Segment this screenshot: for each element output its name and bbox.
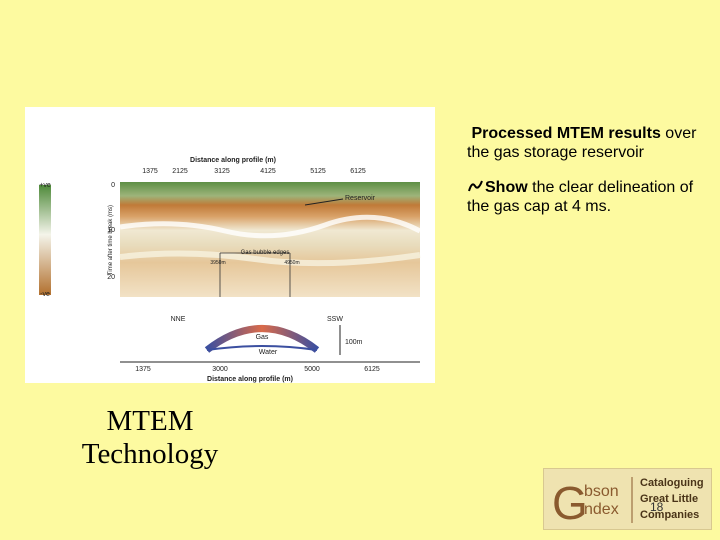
x-label: Distance along profile (m) — [207, 376, 293, 383]
polarity-label: +ve — [39, 182, 51, 189]
top-tick-label: 5125 — [310, 168, 326, 175]
reservoir-label: Reservoir — [345, 195, 376, 202]
edge-label: 4950m — [284, 260, 299, 266]
page-number: 18 — [650, 500, 664, 514]
reservoir-pointer — [304, 198, 344, 206]
figure-title: Distance along profile (m) — [190, 157, 276, 164]
top-tick-label: 6125 — [350, 168, 366, 175]
figure: Distance along profile (m) +ve -ve Time … — [25, 107, 435, 383]
time-tick-label: 20 — [107, 274, 115, 281]
water-contact — [206, 345, 318, 351]
top-tick-label: 2125 — [172, 168, 188, 175]
scale-label: 100m — [345, 339, 363, 346]
logo-word: ndex — [584, 501, 619, 518]
logo-tagline: Cataloguing — [640, 477, 704, 489]
bullet-bold: Show — [485, 179, 528, 196]
top-tick-label: 1375 — [142, 168, 158, 175]
section-band — [119, 250, 421, 267]
bullet-marker — [468, 180, 483, 192]
logo-initial: G — [552, 477, 588, 529]
seismic-section — [120, 182, 420, 297]
gas-cap-arc — [204, 325, 320, 353]
logo-tagline: Companies — [640, 509, 699, 521]
y-label: Time after time break (ms) — [108, 205, 114, 275]
bottom-tick-label: 1375 — [135, 366, 151, 373]
bottom-tick-label: 3000 — [212, 366, 228, 373]
logo-word: bson — [584, 483, 619, 500]
logo-art: G bson ndex Cataloguing Great Little Com… — [552, 477, 704, 529]
direction-label: NNE — [171, 316, 186, 323]
water-label: Water — [259, 349, 278, 356]
section-band — [119, 214, 422, 239]
bullet-text: the clear delineation of the gas cap at … — [467, 179, 694, 215]
gas-edges-label: Gas bubble edges — [241, 250, 290, 256]
bullet-list: Processed MTEM results over the gas stor… — [467, 124, 702, 232]
polarity-label: -ve — [40, 291, 50, 298]
bottom-tick-label: 6125 — [364, 366, 380, 373]
polarity-bar — [39, 185, 51, 295]
gas-label: Gas — [256, 334, 269, 341]
bullet: Processed MTEM results over the gas stor… — [467, 124, 702, 162]
logo: G bson ndex Cataloguing Great Little Com… — [543, 468, 712, 530]
bullet-text: over the gas storage reservoir — [467, 125, 697, 161]
logo-tagline: Great Little — [640, 493, 698, 505]
time-tick-label: 10 — [107, 227, 115, 234]
bottom-tick-label: 5000 — [304, 366, 320, 373]
edge-label: 3950m — [210, 260, 225, 266]
top-tick-label: 4125 — [260, 168, 276, 175]
bullet: Show the clear delineation of the gas ca… — [467, 178, 702, 216]
bullet-bold: Processed MTEM results — [471, 125, 661, 142]
direction-label: SSW — [327, 316, 343, 323]
top-tick-label: 3125 — [214, 168, 230, 175]
slide-title: MTEM Technology — [81, 405, 219, 470]
time-tick-label: 0 — [111, 182, 115, 189]
